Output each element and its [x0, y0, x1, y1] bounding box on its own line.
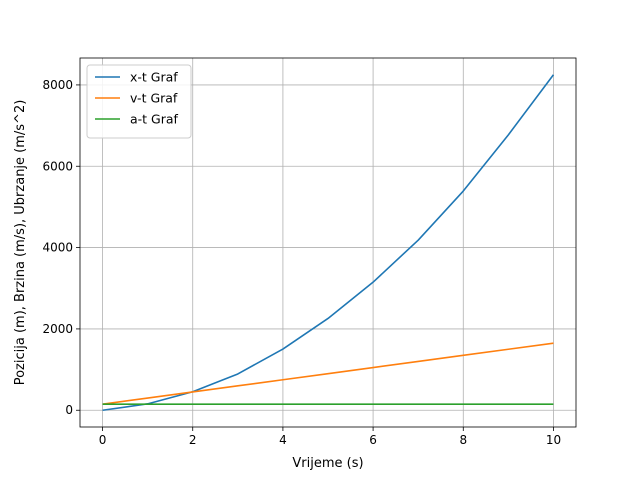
- series-line-x-t: [102, 74, 555, 412]
- legend: x-t Graf v-t Graf a-t Graf: [86, 64, 192, 139]
- y-tick-label: 4000: [42, 241, 73, 255]
- x-tick-label: 10: [546, 433, 561, 447]
- ticks: 0 2 4 6 8 10 0 2000 4000 6000 8000: [42, 78, 561, 447]
- legend-label: v-t Graf: [130, 91, 178, 106]
- x-tick-label: 4: [279, 433, 287, 447]
- series-line-v-t: [102, 342, 554, 405]
- y-tick-label: 0: [65, 403, 73, 417]
- axes-frame: [79, 57, 577, 428]
- x-tick-label: 0: [99, 433, 107, 447]
- y-tick-label: 6000: [42, 159, 73, 173]
- x-axis-label: Vrijeme (s): [292, 456, 363, 471]
- y-tick-label: 2000: [42, 322, 73, 336]
- x-tick-label: 2: [189, 433, 197, 447]
- legend-label: x-t Graf: [130, 70, 178, 85]
- x-tick-label: 8: [459, 433, 467, 447]
- legend-label: a-t Graf: [130, 112, 179, 127]
- y-tick-label: 8000: [42, 78, 73, 92]
- y-axis-label: Pozicija (m), Brzina (m/s), Ubrzanje (m/…: [13, 100, 28, 386]
- series-lines: [102, 74, 555, 412]
- x-tick-label: 6: [369, 433, 377, 447]
